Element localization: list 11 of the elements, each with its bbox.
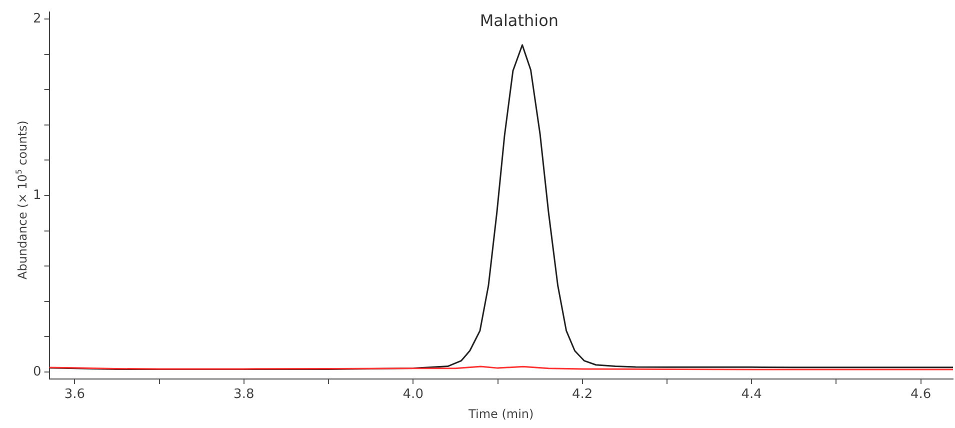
x-tick-label: 4.0: [402, 387, 424, 402]
x-tick-label: 3.8: [234, 387, 254, 402]
x-tick-label: 3.6: [64, 387, 85, 402]
x-tick-label: 4.6: [910, 387, 932, 402]
x-tick-label: 4.4: [741, 387, 762, 402]
y-tick-label: 0: [32, 364, 42, 380]
x-tick-label: 4.2: [572, 387, 593, 402]
chart-title: Malathion: [480, 11, 559, 30]
y-tick-label: 1: [32, 188, 42, 203]
y-tick-label: 2: [32, 11, 42, 26]
x-axis-title: Time (min): [468, 406, 534, 421]
